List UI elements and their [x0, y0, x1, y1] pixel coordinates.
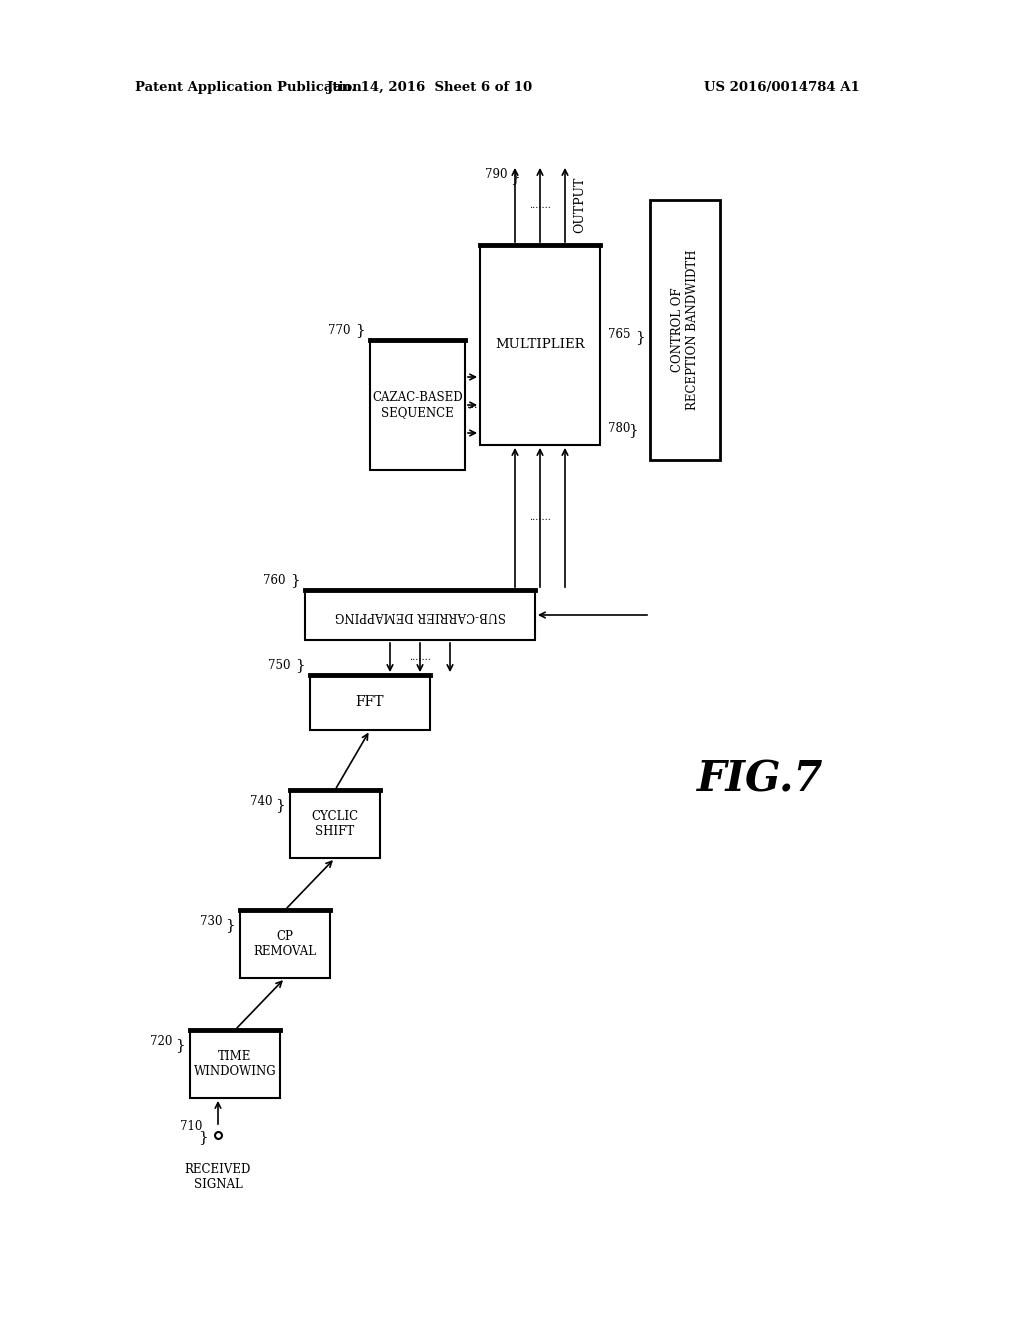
Text: }: } [295, 657, 305, 672]
Text: FFT: FFT [355, 696, 384, 710]
Text: .......: ....... [529, 513, 551, 521]
Text: SUB-CARRIER DEMAPPING: SUB-CARRIER DEMAPPING [335, 609, 506, 622]
Text: 770: 770 [328, 323, 350, 337]
Text: }: } [198, 1130, 208, 1144]
Text: FIG.7: FIG.7 [696, 759, 823, 801]
Bar [305, 590, 535, 640]
Bar [370, 341, 465, 470]
Text: TIME
WINDOWING: TIME WINDOWING [194, 1049, 276, 1078]
Bar [310, 675, 430, 730]
Text: Jan. 14, 2016  Sheet 6 of 10: Jan. 14, 2016 Sheet 6 of 10 [328, 82, 532, 95]
Text: }: } [225, 917, 234, 932]
Text: .......: ....... [409, 653, 431, 663]
Text: OUTPUT: OUTPUT [573, 177, 587, 234]
Bar [190, 1030, 280, 1098]
Text: 740: 740 [250, 795, 272, 808]
Text: }: } [355, 323, 365, 337]
Bar [290, 789, 380, 858]
Text: 765: 765 [608, 329, 631, 342]
Text: }: } [175, 1038, 184, 1052]
Text: CP
REMOVAL: CP REMOVAL [254, 931, 316, 958]
Text: CONTROL OF
RECEPTION BANDWIDTH: CONTROL OF RECEPTION BANDWIDTH [671, 249, 699, 411]
Text: 750: 750 [268, 659, 291, 672]
Text: 730: 730 [200, 915, 222, 928]
Text: MULTIPLIER: MULTIPLIER [496, 338, 585, 351]
Text: }: } [290, 573, 300, 587]
Text: 760: 760 [263, 574, 286, 587]
Text: }: } [510, 170, 520, 183]
Text: }: } [635, 330, 645, 345]
Text: 790: 790 [485, 169, 508, 181]
Bar [480, 246, 600, 445]
Text: }: } [275, 799, 285, 812]
Text: .......: ....... [529, 201, 551, 210]
Bar [650, 201, 720, 459]
Text: Patent Application Publication: Patent Application Publication [135, 82, 361, 95]
Bar [240, 909, 330, 978]
Text: ...: ... [467, 400, 478, 411]
Text: 720: 720 [150, 1035, 172, 1048]
Text: }: } [628, 422, 638, 437]
Text: CYCLIC
SHIFT: CYCLIC SHIFT [311, 810, 358, 838]
Text: US 2016/0014784 A1: US 2016/0014784 A1 [705, 82, 860, 95]
Text: RECEIVED
SIGNAL: RECEIVED SIGNAL [184, 1163, 251, 1191]
Text: 780: 780 [608, 422, 631, 436]
Text: CAZAC-BASED
SEQUENCE: CAZAC-BASED SEQUENCE [372, 391, 463, 418]
Text: 710: 710 [180, 1121, 203, 1134]
